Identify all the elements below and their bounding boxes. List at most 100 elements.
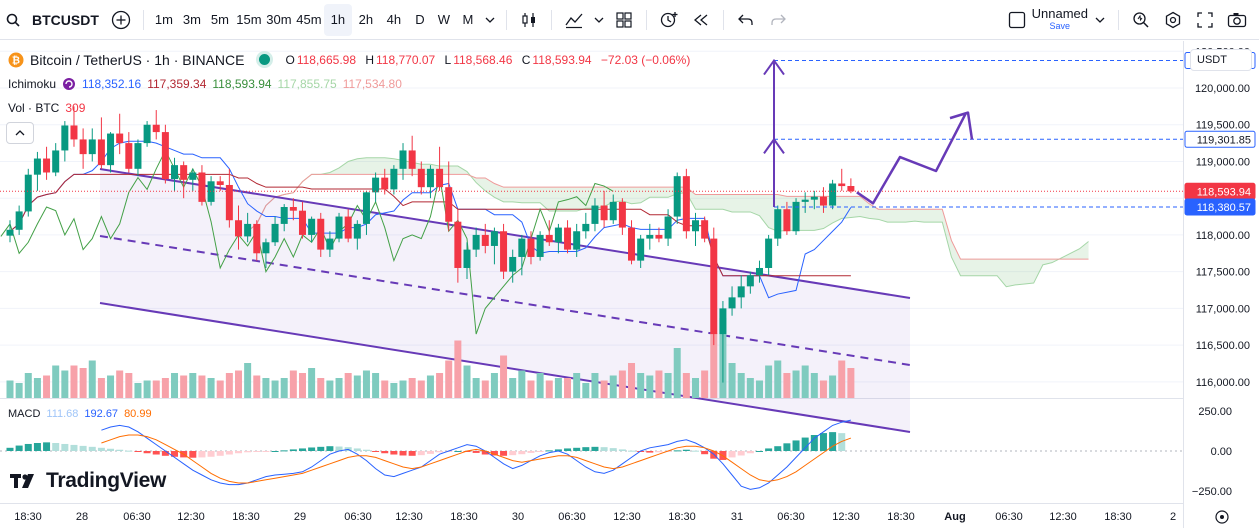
candle-body: [755, 267, 763, 276]
chevron-down-icon[interactable]: [1088, 4, 1112, 36]
candle-body: [298, 210, 306, 235]
macd-histogram-bar: [518, 451, 526, 455]
candle-body: [317, 218, 325, 250]
candle-body: [207, 181, 215, 202]
macd-histogram-bar: [417, 451, 425, 456]
macd-histogram-bar: [280, 450, 288, 452]
macd-histogram-bar: [43, 442, 51, 451]
interval-3m[interactable]: 3m: [182, 12, 201, 27]
candle-body: [655, 234, 663, 239]
time-tick-label: 18:30: [14, 511, 42, 523]
macd-histogram-bar: [582, 447, 590, 451]
bitcoin-logo-icon: ₿: [8, 52, 24, 67]
price-tick-label: 119,000.00: [1196, 156, 1250, 168]
macd-histogram-bar: [783, 443, 791, 451]
interval-w[interactable]: W: [437, 12, 451, 27]
interval-1h[interactable]: 1h: [323, 3, 352, 36]
macd-histogram-bar: [472, 451, 480, 453]
macd-histogram-bar: [289, 449, 297, 451]
volume-bar: [225, 373, 233, 398]
layout-name: Unnamed: [1031, 5, 1088, 21]
volume-bar: [399, 380, 407, 398]
candle-body: [308, 218, 316, 235]
macd-histogram-bar: [829, 432, 837, 451]
search-icon[interactable]: [2, 4, 24, 36]
macd-histogram-bar: [381, 451, 389, 454]
candle-body: [171, 165, 179, 180]
interval-4h[interactable]: 4h: [386, 12, 402, 27]
candle-body: [481, 234, 489, 246]
interval-45m[interactable]: 45m: [296, 12, 322, 27]
macd-histogram-bar: [125, 450, 133, 452]
volume-bar: [774, 360, 782, 398]
interval-d[interactable]: D: [415, 12, 425, 27]
candle-body: [6, 229, 14, 236]
fullscreen-icon[interactable]: [1189, 4, 1221, 36]
time-tick-label: 28: [76, 511, 88, 523]
macd-histogram-bar: [646, 451, 654, 453]
candle-body: [573, 231, 581, 250]
ichimoku-value-0: 118,352.16: [82, 77, 142, 91]
open-value: 118,665.98: [296, 52, 356, 67]
undo-icon[interactable]: [730, 4, 762, 36]
templates-icon[interactable]: [608, 4, 640, 36]
volume-bar: [253, 375, 261, 398]
time-tick-label: 06:30: [123, 511, 151, 523]
volume-value: 309: [65, 101, 86, 115]
candle-body: [52, 150, 60, 173]
time-tick-label: 18:30: [232, 511, 260, 523]
macd-legend: MACD 111.68 192.67 80.99: [8, 408, 158, 420]
compare-add-icon[interactable]: [105, 4, 137, 36]
interval-30m[interactable]: 30m: [266, 12, 292, 27]
macd-histogram-bar: [765, 448, 773, 451]
indicators-icon[interactable]: [558, 4, 590, 36]
chevron-down-icon[interactable]: [590, 4, 608, 36]
price-tick-label: 116,000.00: [1196, 377, 1250, 389]
layout-save-label: Save: [1049, 20, 1071, 31]
volume-bar: [664, 373, 672, 398]
low-value: 118,568.46: [453, 52, 513, 67]
interval-5m[interactable]: 5m: [210, 12, 229, 27]
settings-gear-icon[interactable]: [1157, 4, 1189, 36]
currency-select[interactable]: USDT: [1190, 49, 1252, 71]
macd-histogram-bar: [481, 451, 489, 455]
interval-m[interactable]: M: [462, 12, 474, 27]
candles-icon[interactable]: [513, 4, 545, 36]
candle-body: [143, 124, 151, 144]
alert-icon[interactable]: [653, 4, 685, 36]
volume-bar: [207, 378, 215, 398]
volume-bar: [463, 365, 471, 398]
volume-bar: [436, 373, 444, 398]
price-badge-label: 119,301.85: [1197, 134, 1251, 146]
symbol-search-button[interactable]: BTCUSDT: [32, 11, 99, 28]
candle-body: [372, 177, 380, 193]
collapse-legend-button[interactable]: [6, 122, 34, 144]
time-tick-label: 18:30: [887, 511, 915, 523]
camera-icon[interactable]: [1221, 4, 1253, 36]
candle-body: [472, 234, 480, 250]
quick-search-icon[interactable]: [1125, 4, 1157, 36]
layout-checkbox-icon[interactable]: [1006, 4, 1028, 36]
macd-histogram-bar: [70, 444, 78, 451]
time-tick-label: 2: [1170, 511, 1176, 523]
interval-1m[interactable]: 1m: [154, 12, 173, 27]
ichimoku-value-3: 117,855.75: [277, 77, 337, 91]
axis-settings-icon: [1215, 510, 1229, 524]
price-badge: [1184, 198, 1256, 216]
replay-icon[interactable]: [685, 4, 717, 36]
layout-name-button[interactable]: Unnamed Save: [1032, 4, 1088, 36]
redo-icon[interactable]: [762, 4, 794, 36]
chart-area[interactable]: 116,000.00 116,500.00 117,000.00 117,500.00…: [0, 41, 1259, 528]
interval-2h[interactable]: 2h: [358, 12, 374, 27]
candle-body: [765, 238, 773, 268]
volume-bar: [426, 375, 434, 398]
macd-histogram-bar: [216, 451, 224, 456]
volume-bar: [43, 375, 51, 398]
interval-15m[interactable]: 15m: [236, 12, 262, 27]
macd-histogram-bar: [6, 447, 14, 451]
toolbar-divider: [142, 9, 144, 30]
candle-body: [262, 242, 270, 254]
volume-bar: [545, 380, 553, 398]
chevron-down-icon[interactable]: [480, 4, 500, 36]
volume-bar: [628, 363, 636, 398]
